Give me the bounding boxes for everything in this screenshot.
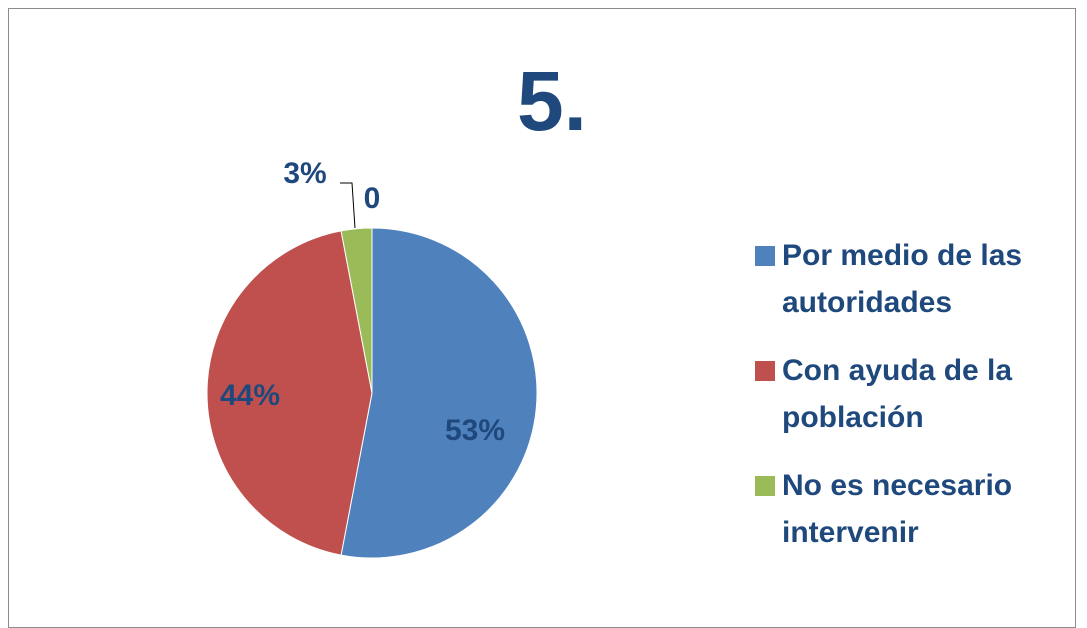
chart-title: 5. [517, 54, 587, 148]
legend-label: Con ayuda de la población [782, 354, 1013, 434]
page: {"chart_data": {"type": "pie", "title": … [8, 8, 1076, 628]
legend-swatch [755, 361, 775, 381]
chart: 5. 53% 44% 3% 0 [206, 54, 587, 559]
legend-item: Por medio de las autoridades [755, 232, 1045, 326]
legend-item: Con ayuda de la población [755, 347, 1045, 441]
leader-line [340, 182, 356, 229]
data-label: 3% [283, 157, 326, 190]
legend-item: No es necesario intervenir [755, 462, 1045, 556]
legend-swatch [755, 476, 775, 496]
legend-label: No es necesario intervenir [782, 469, 1013, 549]
pie-slice [206, 230, 373, 556]
data-label: 53% [445, 414, 505, 447]
pie-slice [340, 227, 373, 394]
data-label: 0 [364, 182, 381, 215]
legend-swatch [755, 246, 775, 266]
pie-slice [340, 227, 538, 559]
data-label: 44% [220, 379, 280, 412]
legend-label: Por medio de las autoridades [782, 239, 1023, 319]
